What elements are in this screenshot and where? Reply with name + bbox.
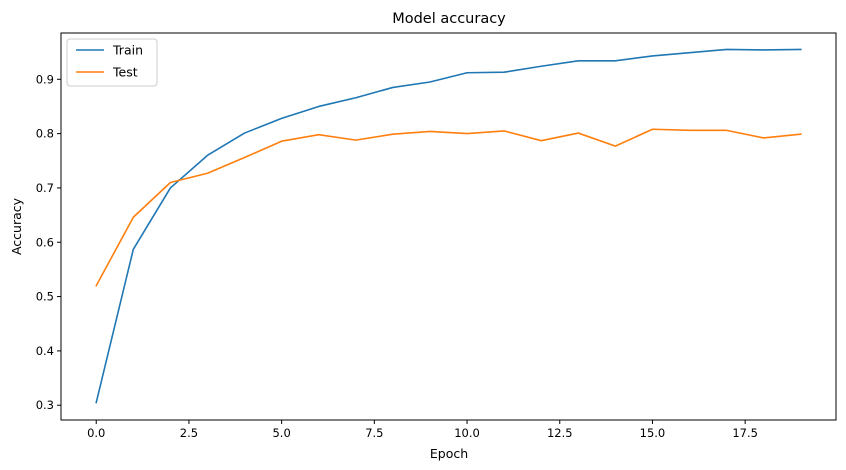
x-tick-label: 5.0 bbox=[272, 426, 290, 440]
y-axis-ticks: 0.3 0.4 0.5 0.6 0.7 0.8 0.9 bbox=[36, 72, 61, 412]
test-series-line bbox=[95, 128, 802, 287]
legend-label-test: Test bbox=[112, 65, 138, 80]
y-axis-label: Accuracy bbox=[9, 197, 24, 255]
legend: Train Test bbox=[66, 38, 158, 87]
series-layer bbox=[95, 48, 802, 404]
y-tick-label: 0.7 bbox=[36, 181, 54, 195]
y-tick-label: 0.6 bbox=[36, 235, 54, 249]
x-tick-label: 0.0 bbox=[87, 426, 105, 440]
x-tick-label: 10.0 bbox=[454, 426, 480, 440]
x-tick-label: 2.5 bbox=[180, 426, 198, 440]
chart-title: Model accuracy bbox=[392, 11, 506, 27]
x-axis-label: Epoch bbox=[430, 446, 468, 461]
x-tick-label: 17.5 bbox=[732, 426, 758, 440]
legend-label-train: Train bbox=[112, 43, 143, 58]
x-tick-label: 15.0 bbox=[640, 426, 666, 440]
x-tick-label: 12.5 bbox=[547, 426, 573, 440]
plot-frame bbox=[60, 32, 837, 421]
legend-box bbox=[66, 38, 158, 87]
y-tick-label: 0.4 bbox=[36, 344, 54, 358]
y-tick-label: 0.5 bbox=[36, 290, 54, 304]
y-tick-label: 0.8 bbox=[36, 127, 54, 141]
train-series-line bbox=[95, 48, 802, 404]
y-tick-label: 0.9 bbox=[36, 72, 54, 86]
y-tick-label: 0.3 bbox=[36, 398, 54, 412]
x-tick-label: 7.5 bbox=[365, 426, 383, 440]
x-axis-ticks: 0.0 2.5 5.0 7.5 10.0 12.5 15.0 17.5 bbox=[87, 420, 758, 440]
